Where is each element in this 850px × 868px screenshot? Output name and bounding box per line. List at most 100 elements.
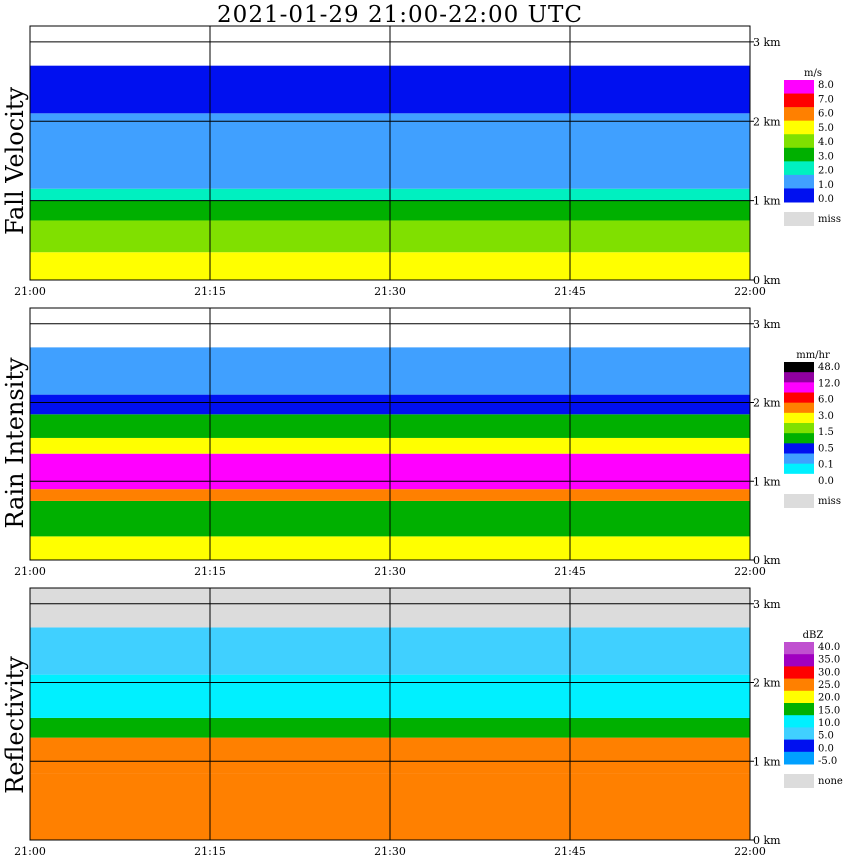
legend-swatch [784, 382, 814, 393]
y-tick-label: 1 km [753, 475, 781, 488]
x-tick-label: 21:30 [374, 845, 406, 858]
legend-swatch [784, 412, 814, 424]
legend-swatch [784, 453, 814, 465]
legend-label: 30.0 [818, 667, 840, 678]
x-tick-label: 21:45 [554, 565, 586, 578]
legend-label: -5.0 [818, 756, 837, 767]
legend-unit: m/s [804, 68, 822, 79]
legend-label: 12.0 [818, 378, 840, 389]
legend-label: 7.0 [818, 94, 834, 105]
x-tick-label: 21:45 [554, 285, 586, 298]
x-tick-label: 21:45 [554, 845, 586, 858]
legend-label: 1.0 [818, 180, 834, 191]
y-tick-label: 0 km [753, 834, 781, 847]
legend-swatch [784, 147, 814, 162]
legend-label: 0.0 [818, 194, 834, 205]
legend-label: 25.0 [818, 680, 840, 691]
panel-2-ylabel: Rain Intensity [1, 357, 29, 529]
legend-swatch [784, 423, 814, 434]
legend-label: miss [818, 214, 841, 225]
legend-swatch [784, 362, 814, 373]
panel-3: 21:00 21:15 21:30 21:45 22:000 km 1 km 2 km 3 k… [14, 587, 843, 858]
legend: m/s8.0 7.0 6.0 5.0 4.0 3.0 2.0 1.0 0.0 miss [784, 68, 841, 226]
legend-label: 0.0 [818, 743, 834, 754]
legend-label: miss [818, 496, 841, 507]
x-tick-label: 21:30 [374, 285, 406, 298]
legend-label: 3.0 [818, 411, 834, 422]
y-tick-label: 0 km [753, 274, 781, 287]
legend-label: 1.5 [818, 427, 834, 438]
legend-label: 48.0 [818, 362, 840, 373]
legend-swatch-missing [784, 494, 814, 508]
legend-label: 6.0 [818, 395, 834, 406]
x-tick-label: 22:00 [734, 845, 766, 858]
legend-label: 0.1 [818, 460, 834, 471]
y-tick-label: 3 km [753, 318, 781, 331]
x-tick-label: 21:30 [374, 565, 406, 578]
legend-label: 6.0 [818, 109, 834, 120]
legend-label: 20.0 [818, 693, 840, 704]
legend-swatch [784, 642, 814, 655]
y-tick-label: 2 km [753, 397, 781, 410]
legend-label: 35.0 [818, 655, 840, 666]
legend-label: 0.0 [818, 476, 834, 487]
legend-swatch [784, 727, 814, 741]
legend-swatch [784, 463, 814, 475]
legend-unit: mm/hr [796, 350, 830, 361]
panel-1-ylabel: Fall Velocity [1, 86, 29, 236]
y-tick-label: 2 km [753, 115, 781, 128]
legend-label: 0.5 [818, 443, 834, 454]
x-tick-label: 21:15 [194, 565, 226, 578]
legend-swatch [784, 690, 814, 704]
x-tick-label: 21:00 [14, 565, 46, 578]
panel-3-ylabel: Reflectivity [1, 656, 29, 794]
legend-swatch [784, 80, 814, 95]
y-tick-label: 1 km [753, 755, 781, 768]
legend-label: none [818, 776, 843, 787]
legend-swatch [784, 739, 814, 753]
legend-swatch [784, 392, 814, 404]
chart-title: 2021-01-29 21:00-22:00 UTC [217, 2, 583, 28]
legend-label: 10.0 [818, 718, 840, 729]
legend-swatch-missing [784, 774, 814, 788]
legend-swatch [784, 134, 814, 149]
legend-unit: dBZ [803, 630, 824, 641]
y-tick-label: 0 km [753, 554, 781, 567]
legend-label: 4.0 [818, 137, 834, 148]
legend-swatch [784, 703, 814, 716]
legend-swatch [784, 666, 814, 680]
panel-2: 21:00 21:15 21:30 21:45 22:000 km 1 km 2 km 3 k… [14, 307, 841, 578]
legend-label: 2.0 [818, 166, 834, 177]
legend-swatch [784, 473, 814, 485]
legend-label: 40.0 [818, 642, 840, 653]
legend-swatch [784, 93, 814, 108]
y-tick-label: 3 km [753, 598, 781, 611]
legend-swatch [784, 188, 814, 203]
x-tick-label: 21:00 [14, 285, 46, 298]
y-tick-label: 2 km [753, 677, 781, 690]
x-tick-label: 22:00 [734, 565, 766, 578]
legend-swatch [784, 433, 814, 444]
y-tick-label: 3 km [753, 36, 781, 49]
legend-swatch [784, 120, 814, 135]
y-tick-label: 1 km [753, 195, 781, 208]
x-tick-label: 21:00 [14, 845, 46, 858]
legend-swatch [784, 654, 814, 667]
legend-label: 8.0 [818, 80, 834, 91]
legend-swatch [784, 678, 814, 692]
x-tick-label: 21:15 [194, 845, 226, 858]
legend-label: 5.0 [818, 731, 834, 742]
legend-swatch [784, 751, 814, 765]
legend-label: 15.0 [818, 705, 840, 716]
x-tick-label: 21:15 [194, 285, 226, 298]
legend-swatch [784, 372, 814, 383]
legend-swatch [784, 715, 814, 728]
panel-1: 21:00 21:15 21:30 21:45 22:000 km 1 km 2 km 3 k… [14, 25, 841, 298]
x-tick-label: 22:00 [734, 285, 766, 298]
legend-swatch [784, 161, 814, 176]
legend-swatch [784, 174, 814, 189]
legend-label: 5.0 [818, 123, 834, 134]
